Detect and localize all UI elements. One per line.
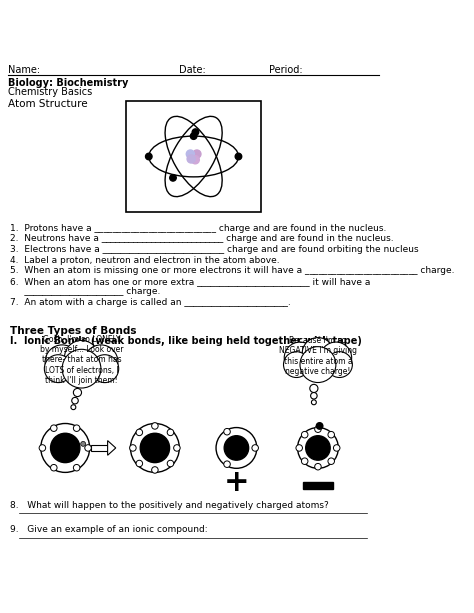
Circle shape <box>192 129 199 135</box>
Circle shape <box>170 175 176 181</box>
Circle shape <box>187 155 195 163</box>
Text: 8.   What will happen to the positively and negatively charged atoms?: 8. What will happen to the positively an… <box>10 501 328 510</box>
Circle shape <box>136 460 143 466</box>
Circle shape <box>320 342 352 374</box>
Circle shape <box>224 428 230 435</box>
Circle shape <box>315 463 321 470</box>
Text: I.  Ionic Bonds (weak bonds, like being held together with tape): I. Ionic Bonds (weak bonds, like being h… <box>10 337 362 346</box>
Circle shape <box>235 153 242 160</box>
Circle shape <box>328 432 335 438</box>
Circle shape <box>152 466 158 473</box>
Circle shape <box>140 433 170 463</box>
Text: Because I'm so
NEGATIVE I'm giving
this entire atom a
negative charge!: Because I'm so NEGATIVE I'm giving this … <box>279 336 357 376</box>
Circle shape <box>85 444 91 451</box>
Circle shape <box>296 444 302 451</box>
Circle shape <box>301 432 308 438</box>
Circle shape <box>39 444 46 451</box>
Circle shape <box>191 156 200 164</box>
Circle shape <box>306 436 330 460</box>
Circle shape <box>45 355 72 383</box>
Circle shape <box>129 444 136 451</box>
Text: ______________________ charge.: ______________________ charge. <box>10 287 160 296</box>
Circle shape <box>51 433 80 463</box>
Circle shape <box>45 345 79 379</box>
Circle shape <box>283 352 310 378</box>
Circle shape <box>316 423 323 429</box>
Circle shape <box>216 427 257 468</box>
Circle shape <box>310 384 318 392</box>
Text: 1.  Protons have a ___________________________ charge and are found in the nucle: 1. Protons have a ______________________… <box>10 224 386 233</box>
Text: Date:: Date: <box>179 65 206 75</box>
Circle shape <box>252 444 258 451</box>
Circle shape <box>167 429 174 436</box>
Circle shape <box>91 355 118 383</box>
Circle shape <box>193 150 201 158</box>
Circle shape <box>224 436 249 460</box>
Circle shape <box>167 460 174 466</box>
Text: Chemistry Basics: Chemistry Basics <box>8 87 92 97</box>
Circle shape <box>51 465 57 471</box>
Circle shape <box>327 352 352 378</box>
Circle shape <box>315 426 321 432</box>
Circle shape <box>311 400 316 405</box>
Circle shape <box>302 338 334 369</box>
Circle shape <box>72 397 78 404</box>
Circle shape <box>73 389 82 397</box>
Polygon shape <box>108 441 116 455</box>
Circle shape <box>64 340 99 375</box>
Circle shape <box>173 444 180 451</box>
Circle shape <box>310 392 317 399</box>
Circle shape <box>130 424 179 473</box>
Circle shape <box>333 444 340 451</box>
Circle shape <box>186 150 194 158</box>
Circle shape <box>190 153 198 161</box>
Circle shape <box>41 424 90 473</box>
Circle shape <box>152 423 158 429</box>
Circle shape <box>71 405 76 409</box>
Text: 3.  Electrons have a ___________________________ charge and are found orbiting t: 3. Electrons have a ____________________… <box>10 245 419 254</box>
Text: 2.  Neutrons have a ___________________________ charge and are found in the nucl: 2. Neutrons have a _____________________… <box>10 234 393 243</box>
Circle shape <box>301 458 308 465</box>
Text: 7.  An atom with a charge is called an _______________________.: 7. An atom with a charge is called an __… <box>10 298 291 307</box>
Text: 4.  Label a proton, neutron and electron in the atom above.: 4. Label a proton, neutron and electron … <box>10 256 279 265</box>
Text: Three Types of Bonds: Three Types of Bonds <box>10 326 137 336</box>
Bar <box>127 102 261 211</box>
Text: Name:: Name: <box>8 65 40 75</box>
Text: Gosh, I'm so LONELY
by myself... Look over
there- that atom has
LOTS of electron: Gosh, I'm so LONELY by myself... Look ov… <box>40 335 123 385</box>
Circle shape <box>136 429 143 436</box>
Circle shape <box>298 427 338 468</box>
Circle shape <box>84 345 118 379</box>
Bar <box>91 444 108 451</box>
Bar <box>303 482 333 489</box>
Circle shape <box>51 425 57 432</box>
Text: Biology: Biochemistry: Biology: Biochemistry <box>8 78 128 88</box>
Circle shape <box>73 425 80 432</box>
Circle shape <box>146 153 152 160</box>
Circle shape <box>328 458 335 465</box>
Text: 5.  When an atom is missing one or more electrons it will have a _______________: 5. When an atom is missing one or more e… <box>10 266 454 275</box>
Circle shape <box>224 461 230 468</box>
Text: 6.  When an atom has one or more extra _________________________ it will have a: 6. When an atom has one or more extra __… <box>10 276 370 286</box>
Circle shape <box>191 133 197 139</box>
Text: Atom Structure: Atom Structure <box>8 99 88 109</box>
Circle shape <box>62 349 101 388</box>
Circle shape <box>73 465 80 471</box>
Text: +: + <box>224 468 249 497</box>
Circle shape <box>284 342 316 374</box>
Circle shape <box>300 346 336 383</box>
Text: Period:: Period: <box>269 65 303 75</box>
Text: 9.   Give an example of an ionic compound:: 9. Give an example of an ionic compound: <box>10 525 208 535</box>
Circle shape <box>81 441 86 446</box>
